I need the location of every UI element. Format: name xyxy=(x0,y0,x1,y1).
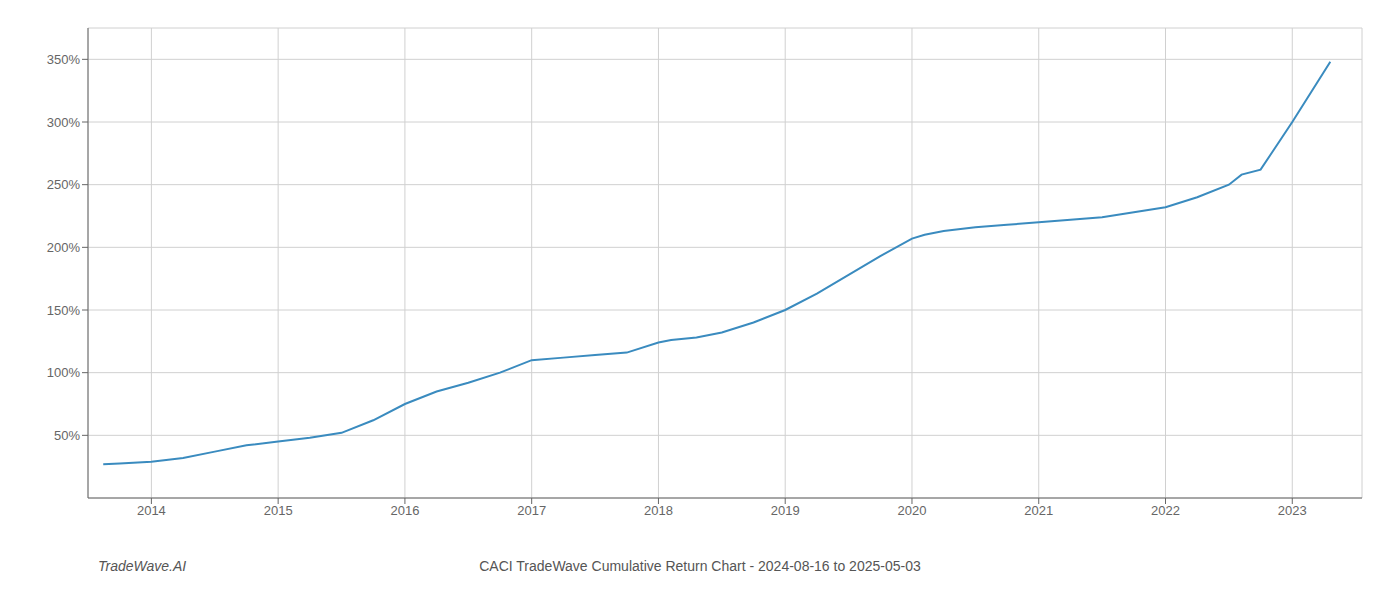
svg-text:2019: 2019 xyxy=(771,503,800,518)
svg-text:2017: 2017 xyxy=(517,503,546,518)
svg-text:350%: 350% xyxy=(47,52,81,67)
svg-text:2016: 2016 xyxy=(390,503,419,518)
svg-text:2020: 2020 xyxy=(898,503,927,518)
svg-text:2018: 2018 xyxy=(644,503,673,518)
html-text:TradeWave.AI: TradeWave.AI xyxy=(98,558,187,574)
svg-text:2022: 2022 xyxy=(1151,503,1180,518)
html-text:CACI TradeWave Cumulative Retu: CACI TradeWave Cumulative Return Chart -… xyxy=(479,558,921,574)
svg-text:2014: 2014 xyxy=(137,503,166,518)
svg-text:2015: 2015 xyxy=(264,503,293,518)
svg-text:2021: 2021 xyxy=(1024,503,1053,518)
svg-text:50%: 50% xyxy=(54,428,80,443)
svg-text:250%: 250% xyxy=(47,177,81,192)
svg-text:2023: 2023 xyxy=(1278,503,1307,518)
svg-text:150%: 150% xyxy=(47,303,81,318)
svg-text:200%: 200% xyxy=(47,240,81,255)
svg-text:100%: 100% xyxy=(47,365,81,380)
svg-text:300%: 300% xyxy=(47,115,81,130)
